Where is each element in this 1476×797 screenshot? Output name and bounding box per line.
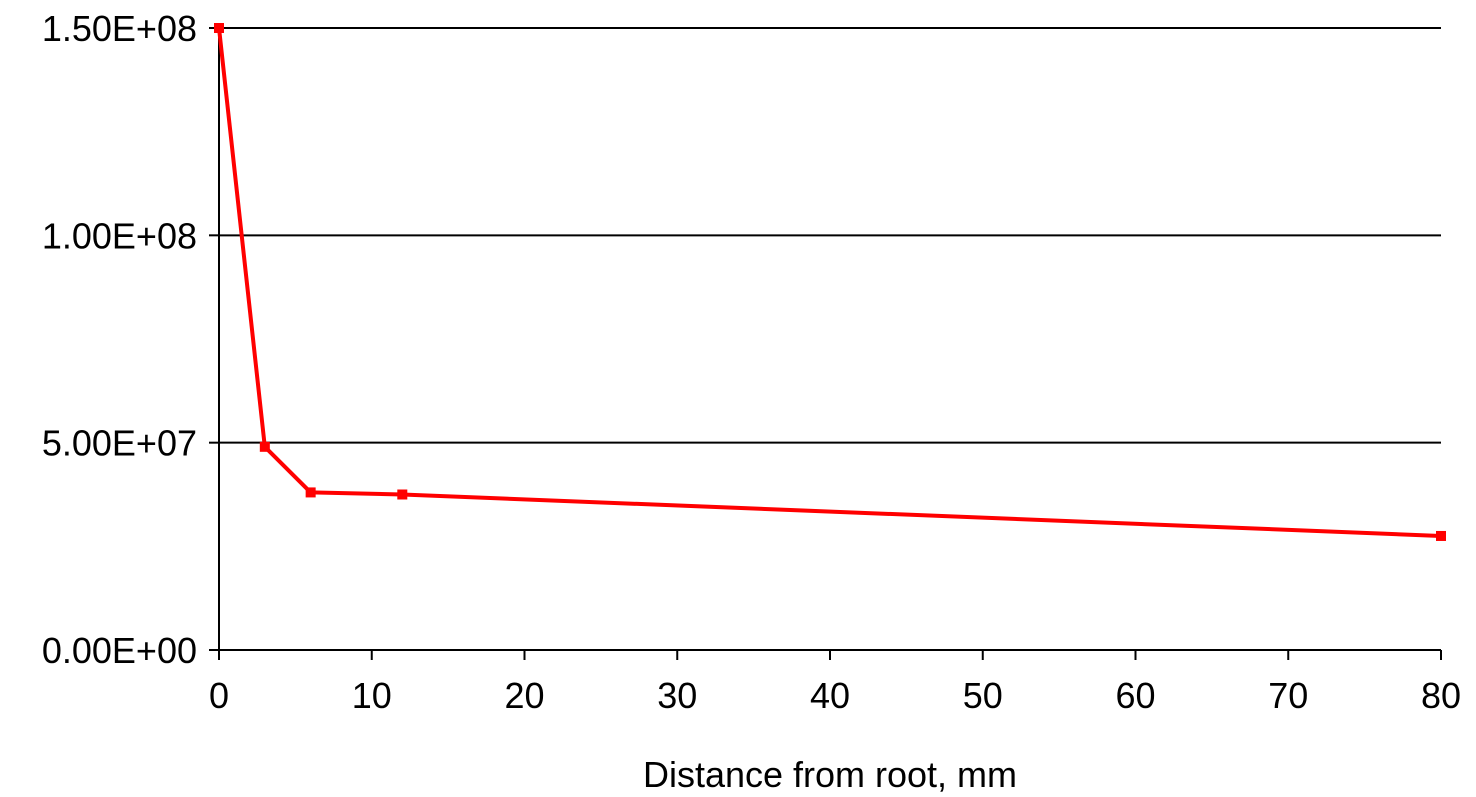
x-tick-label: 40 <box>810 675 850 716</box>
x-tick-label: 10 <box>352 675 392 716</box>
series-line <box>217 27 1442 538</box>
data-point <box>397 489 408 500</box>
gridlines <box>219 27 1441 444</box>
y-tick-label: 0.00E+00 <box>42 630 197 671</box>
x-axis-title: Distance from root, mm <box>643 754 1017 795</box>
x-tick-label: 30 <box>657 675 697 716</box>
x-tick-label: 80 <box>1421 675 1461 716</box>
axes <box>218 28 1441 651</box>
data-point <box>259 441 270 452</box>
x-tick-label: 60 <box>1115 675 1155 716</box>
x-axis-ticks: 0 10 20 30 40 50 60 70 80 <box>209 650 1461 716</box>
data-point <box>1436 530 1446 541</box>
data-point <box>305 487 316 498</box>
y-axis-ticks: 0.00E+00 5.00E+07 1.00E+08 1.50E+08 <box>42 8 219 671</box>
data-point <box>214 23 224 33</box>
x-tick-label: 20 <box>504 675 544 716</box>
x-tick-label: 70 <box>1268 675 1308 716</box>
series <box>214 23 1446 541</box>
y-tick-label: 1.50E+08 <box>42 8 197 49</box>
y-tick-label: 5.00E+07 <box>42 423 197 464</box>
x-tick-label: 50 <box>963 675 1003 716</box>
x-tick-label: 0 <box>209 675 229 716</box>
y-tick-label: 1.00E+08 <box>42 215 197 256</box>
